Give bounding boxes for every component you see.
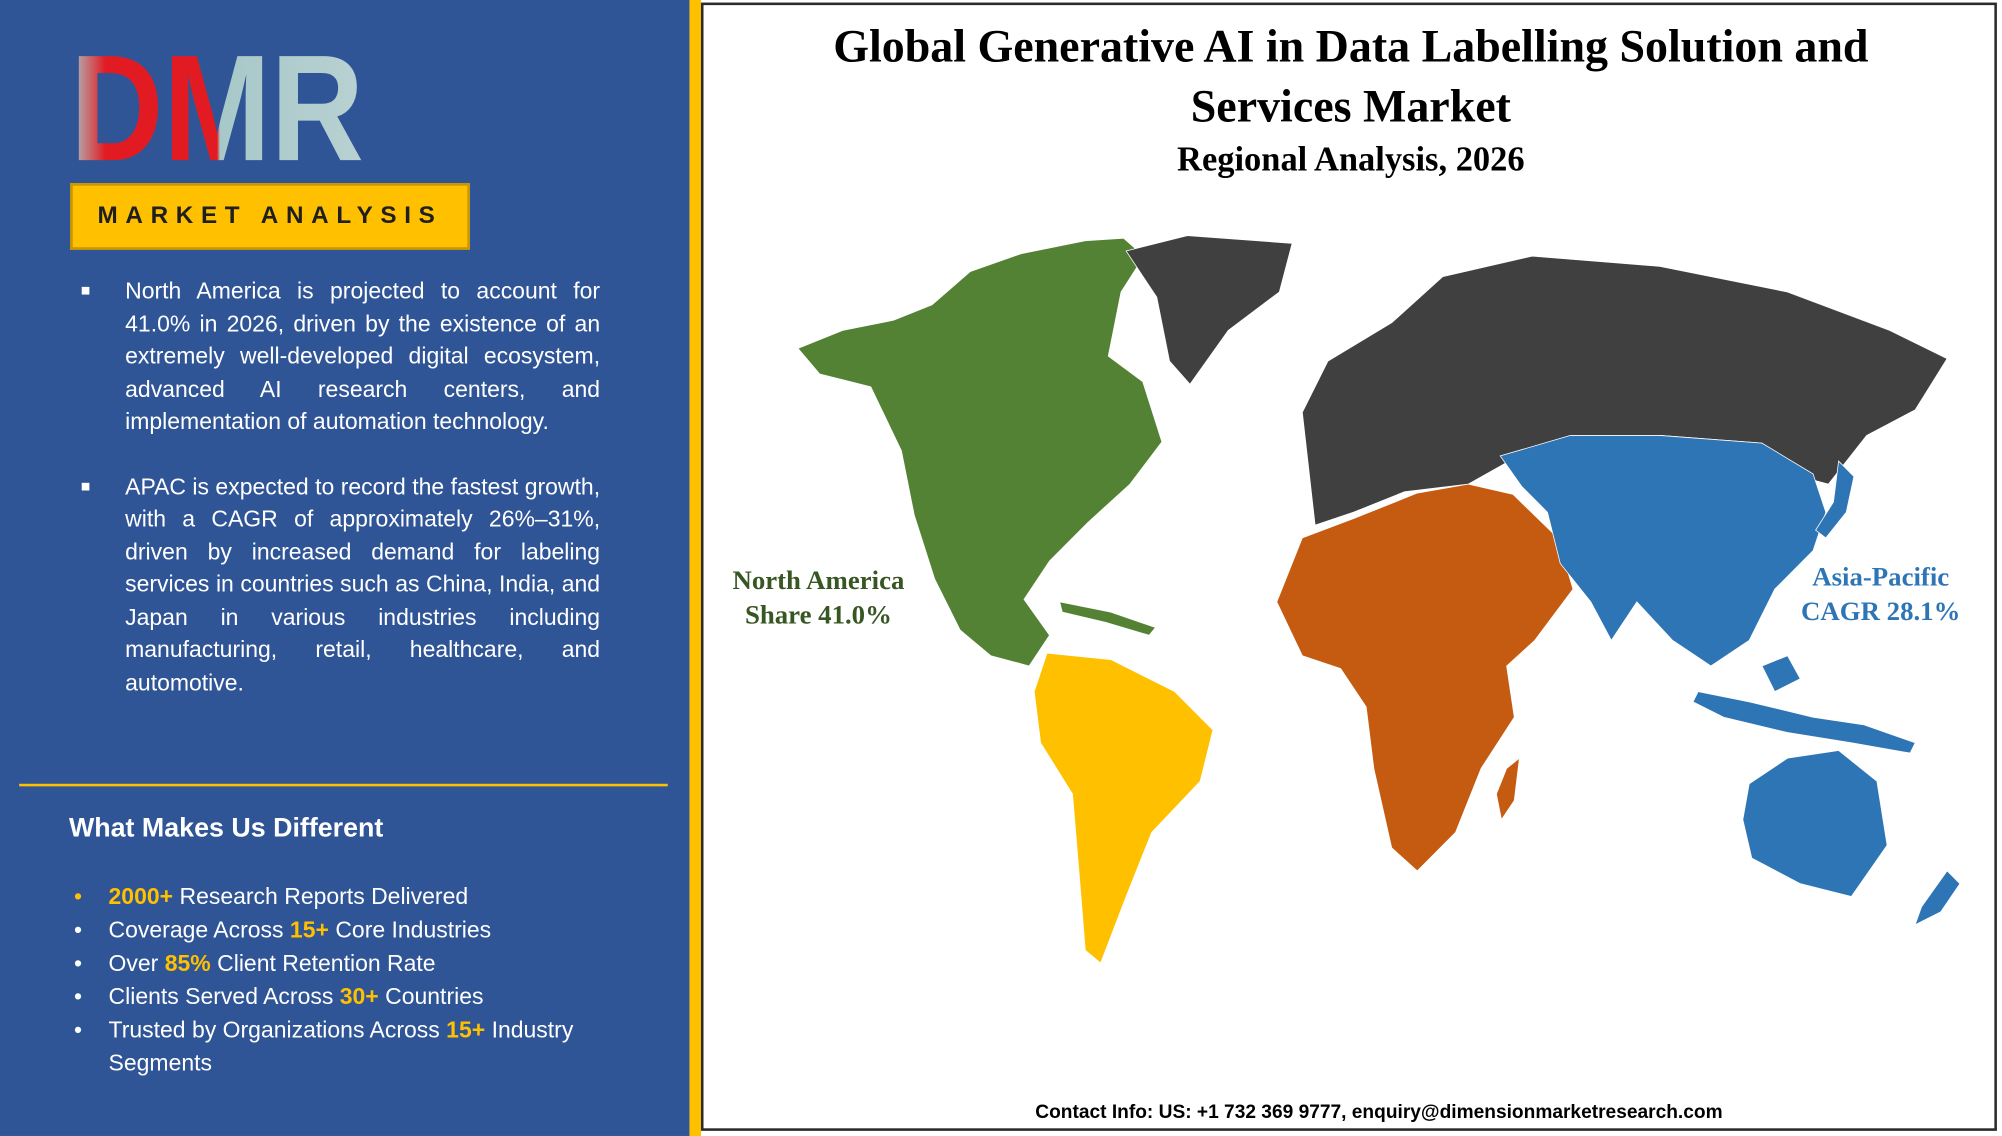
region-south-america — [1033, 652, 1214, 964]
subtitle: Regional Analysis, 2026 — [1177, 140, 1525, 178]
feature-text: Trusted by Organizations Across — [108, 1016, 447, 1043]
left-panel: DMR MARKET ANALYSIS North America is pro… — [0, 0, 690, 1136]
feature-text: Countries — [378, 983, 484, 1010]
map-label: CAGR 28.1% — [1801, 596, 1960, 626]
feature-item: Coverage Across 15+ Core Industries — [74, 913, 636, 946]
highlights: North America is projected to account fo… — [79, 275, 600, 731]
region-greenland — [1125, 235, 1293, 385]
region-indonesia — [1692, 655, 1916, 754]
stripe — [689, 0, 701, 1136]
region-madagascar — [1496, 757, 1520, 821]
highlight: North America is projected to account fo… — [79, 275, 600, 438]
feature-item: Trusted by Organizations Across 15+ Indu… — [74, 1013, 636, 1080]
feature-figure: 2000+ — [108, 883, 174, 910]
contact-info: Contact Info: US: +1 732 369 9777, enqui… — [1035, 1102, 1722, 1123]
feature-text: Over — [108, 950, 165, 976]
title: Services Market — [1191, 81, 1512, 132]
feature-text: Coverage Across — [108, 916, 290, 943]
region-africa-middle-east — [1276, 483, 1574, 872]
region-caribbean — [1059, 601, 1157, 636]
feature-figure: 30+ — [339, 983, 379, 1010]
logo-text: DMR — [70, 26, 364, 192]
divider — [19, 783, 668, 787]
title: Global Generative AI in Data Labelling S… — [833, 20, 1869, 71]
highlight: APAC is expected to record the fastest g… — [79, 471, 600, 700]
feature-list: 2000+ Research Reports DeliveredCoverage… — [74, 880, 636, 1080]
feature-text: Client Retention Rate — [210, 950, 436, 976]
section-title: What Makes Us Different — [68, 813, 384, 843]
region-new-zealand — [1914, 870, 1961, 926]
feature-text: Core Industries — [328, 916, 492, 943]
map-label: North America — [732, 565, 905, 595]
feature-text: Research Reports Delivered — [173, 883, 469, 910]
feature-figure: 15+ — [446, 1016, 486, 1043]
badge: MARKET ANALYSIS — [70, 183, 470, 250]
feature-text: Industry Segments — [108, 1016, 574, 1076]
logo: DMR — [70, 26, 364, 192]
feature-figure: 85% — [164, 950, 211, 976]
map-label: Share 41.0% — [745, 600, 892, 630]
feature-item: 2000+ Research Reports Delivered — [74, 880, 636, 913]
region-japan — [1815, 460, 1855, 539]
right-panel — [700, 2, 1997, 1131]
feature-text: Clients Served Across — [108, 983, 340, 1010]
feature-figure: 15+ — [289, 916, 329, 943]
feature-item: Clients Served Across 30+ Countries — [74, 980, 636, 1013]
feature-item: Over 85% Client Retention Rate — [74, 946, 636, 979]
region-asia — [1499, 435, 1827, 667]
region-australia — [1742, 750, 1888, 897]
world-map — [797, 235, 1961, 964]
map-label: Asia-Pacific — [1812, 561, 1949, 591]
region-north-america — [797, 237, 1163, 667]
